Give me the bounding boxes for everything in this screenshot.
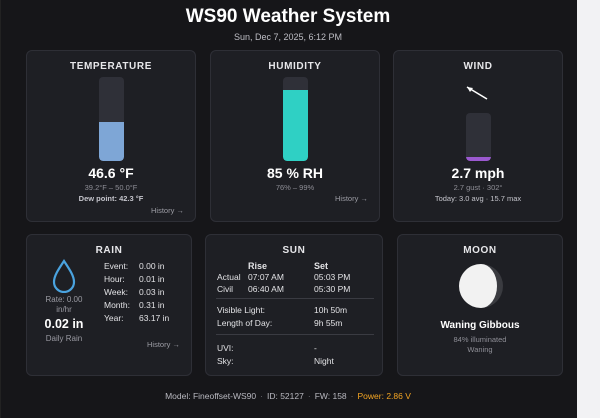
raindrop-icon <box>52 259 76 293</box>
rain-rate: Rate: 0.00 <box>45 295 83 304</box>
rain-month-label: Month: <box>104 300 130 310</box>
wind-card: WIND 2.7 mph 2.7 gust · 302° Today: 3.0 … <box>393 50 563 222</box>
humidity-title: HUMIDITY <box>268 61 322 72</box>
temperature-range: 39.2°F – 50.0°F <box>84 183 138 192</box>
moon-phase-icon <box>459 264 503 308</box>
footer-id: ID: 52127 <box>266 391 304 401</box>
visible-light-value: 10h 50m <box>314 305 348 315</box>
humidity-gauge-fill <box>283 89 308 161</box>
humidity-gauge <box>283 77 308 161</box>
footer-firmware: FW: 158 <box>314 391 347 401</box>
page-title: WS90 Weather System <box>185 6 391 27</box>
rain-year-label: Year: <box>104 313 124 323</box>
moon-title: MOON <box>463 245 497 256</box>
visible-light-label: Visible Light: <box>217 305 266 315</box>
sun-civil-set: 05:30 PM <box>314 284 351 294</box>
rain-week-value: 0.03 in <box>139 287 165 297</box>
sun-actual-set: 05:03 PM <box>314 272 351 282</box>
length-of-day-label: Length of Day: <box>217 318 273 328</box>
uvi-value: - <box>314 343 317 353</box>
wind-today: Today: 3.0 avg · 15.7 max <box>434 194 522 203</box>
sun-divider-2 <box>216 334 374 335</box>
rain-event-value: 0.00 in <box>139 261 165 271</box>
sun-divider-1 <box>216 298 374 299</box>
temperature-history-link[interactable]: History → <box>151 206 184 215</box>
rain-month-value: 0.31 in <box>139 300 165 310</box>
wind-gauge-fill <box>466 157 491 161</box>
footer-status: Model: Fineoffset-WS90 · ID: 52127 · FW: 158… <box>165 391 411 401</box>
moon-trend: Waning <box>467 345 493 354</box>
temperature-value: 46.6 °F <box>88 165 134 181</box>
footer-model: Model: Fineoffset-WS90 <box>165 391 257 401</box>
uvi-label: UVI: <box>217 343 234 353</box>
temperature-title: TEMPERATURE <box>70 61 152 72</box>
rain-history-link[interactable]: History → <box>147 340 180 349</box>
wind-gauge <box>466 113 491 161</box>
humidity-range: 76% – 99% <box>275 183 315 192</box>
dew-point: Dew point: 42.3 °F <box>78 194 144 203</box>
daily-rain-label: Daily Rain <box>45 334 83 343</box>
rain-card: RAIN Rate: 0.00 in/hr 0.02 in Daily Rain… <box>26 234 192 376</box>
rain-week-label: Week: <box>104 287 128 297</box>
humidity-card: HUMIDITY 85 % RH 76% – 99% History → <box>210 50 380 222</box>
rain-hour-label: Hour: <box>104 274 125 284</box>
sun-col-rise: Rise <box>248 261 268 271</box>
rain-hour-value: 0.01 in <box>139 274 165 284</box>
temperature-gauge <box>99 77 124 161</box>
wind-title: WIND <box>463 61 493 72</box>
sun-col-set: Set <box>314 261 329 271</box>
sun-actual-rise: 07:07 AM <box>248 272 284 282</box>
temperature-gauge-fill <box>99 121 124 161</box>
rain-title: RAIN <box>95 245 123 256</box>
wind-speed: 2.7 mph <box>451 165 505 181</box>
window-edge <box>577 0 600 418</box>
sky-label: Sky: <box>217 356 234 366</box>
temperature-card: TEMPERATURE 46.6 °F 39.2°F – 50.0°F Dew … <box>26 50 196 222</box>
rain-year-value: 63.17 in <box>139 313 170 323</box>
wind-gust: 2.7 gust · 302° <box>453 183 503 192</box>
page-datetime: Sun, Dec 7, 2025, 6:12 PM <box>233 32 343 42</box>
rain-event-label: Event: <box>104 261 129 271</box>
rain-rate-unit: in/hr <box>56 305 72 314</box>
humidity-history-link[interactable]: History → <box>335 194 368 203</box>
moon-card: MOON Waning Gibbous 84% illuminated Wani… <box>397 234 563 376</box>
moon-illumination: 84% illuminated <box>453 335 507 344</box>
sky-value: Night <box>314 356 334 366</box>
footer-power: Power: 2.86 V <box>357 391 411 401</box>
daily-rain-value: 0.02 in <box>44 317 84 331</box>
sun-actual-label: Actual <box>217 272 241 282</box>
sun-civil-rise: 06:40 AM <box>248 284 284 294</box>
wind-direction-arrow-icon <box>466 86 488 100</box>
humidity-value: 85 % RH <box>266 165 324 181</box>
length-of-day-value: 9h 55m <box>314 318 343 328</box>
sun-civil-label: Civil <box>217 284 234 294</box>
sun-title: SUN <box>282 245 306 256</box>
moon-phase-name: Waning Gibbous <box>440 320 520 331</box>
sun-card: SUN Rise Set Actual 07:07 AM 05:03 PM Ci… <box>205 234 383 376</box>
